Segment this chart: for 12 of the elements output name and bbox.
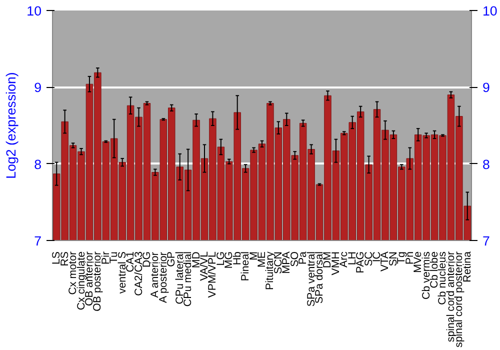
y-axis-title: Log2 (expression) [4,72,19,179]
x-tick-label: OB posterior [92,251,104,312]
y2-tick-label: 9 [482,80,490,96]
y2-tick-label: 8 [482,156,490,172]
y-tick-label: 9 [34,80,42,96]
y-tick-label: 10 [26,4,42,18]
y2-tick-label: 10 [482,4,498,18]
x-tick-label: Tg [396,251,408,264]
x-tick-label: Retina [461,251,474,282]
y-tick-label: 7 [34,234,42,248]
y-tick-label: 8 [34,156,42,172]
y2-tick-label: 7 [482,234,490,248]
